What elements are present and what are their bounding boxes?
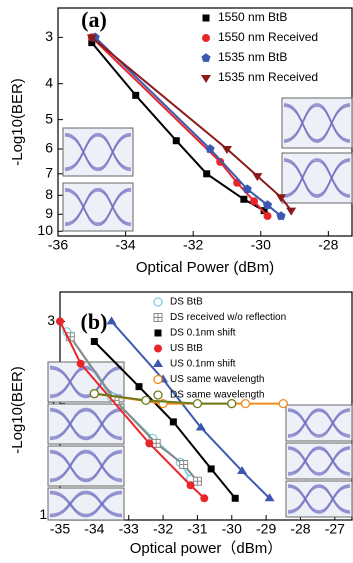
- marker: [170, 418, 177, 425]
- marker: [155, 330, 162, 337]
- marker: [201, 53, 210, 62]
- marker: [180, 461, 188, 469]
- y-tick-label: 10: [37, 222, 53, 238]
- x-axis-label: Optical power（dBm）: [130, 540, 283, 557]
- legend-label: DS 0.1nm shift: [170, 328, 236, 339]
- y-tick-label: 7: [45, 165, 53, 181]
- marker: [202, 34, 210, 42]
- marker: [91, 338, 98, 345]
- x-tick-label: -29: [256, 521, 276, 537]
- marker: [154, 345, 162, 353]
- x-tick-label: -35: [50, 521, 70, 537]
- marker: [132, 92, 139, 99]
- legend-label: US BtB: [170, 343, 203, 354]
- marker: [142, 396, 150, 404]
- marker: [203, 170, 210, 177]
- marker: [264, 212, 272, 220]
- marker: [154, 314, 162, 322]
- x-tick-label: -32: [153, 521, 173, 537]
- legend-label: DS received w/o reflection: [170, 312, 286, 323]
- legend-label: DS same wavelength: [170, 390, 265, 401]
- marker: [145, 439, 153, 447]
- x-tick-label: -33: [119, 521, 139, 537]
- y-tick-label: 6: [45, 140, 53, 156]
- marker: [240, 196, 247, 203]
- marker: [107, 316, 117, 324]
- marker: [154, 376, 162, 384]
- marker: [201, 75, 211, 83]
- legend-label: DS BtB: [170, 297, 203, 308]
- x-tick-label: -34: [115, 237, 135, 253]
- legend-label: US 0.1nm shift: [170, 359, 236, 370]
- marker: [200, 494, 208, 502]
- marker: [286, 208, 296, 216]
- legend-label: 1535 nm BtB: [218, 50, 287, 64]
- marker: [187, 481, 195, 489]
- x-tick-label: -30: [251, 237, 271, 253]
- marker: [136, 383, 143, 390]
- marker: [228, 400, 236, 408]
- legend-label: US same wavelength: [170, 374, 265, 385]
- marker: [250, 197, 258, 205]
- legend-label: 1550 nm Received: [218, 30, 318, 44]
- marker: [193, 477, 201, 485]
- x-tick-label: -31: [187, 521, 207, 537]
- marker: [208, 465, 215, 472]
- y-tick-label: 3: [45, 28, 53, 44]
- y-tick-label: 4: [45, 74, 53, 90]
- marker: [203, 15, 210, 22]
- x-tick-label: -27: [325, 521, 345, 537]
- x-tick-label: -28: [318, 237, 338, 253]
- y-tick-label: 9: [45, 205, 53, 221]
- x-tick-label: -30: [222, 521, 242, 537]
- y-tick-label: 3: [47, 312, 55, 328]
- marker: [242, 400, 250, 408]
- legend-label: 1550 nm BtB: [218, 10, 287, 24]
- marker: [153, 359, 163, 367]
- marker: [279, 400, 287, 408]
- marker: [232, 495, 239, 502]
- panel-label: (b): [81, 309, 108, 334]
- marker: [193, 400, 201, 408]
- marker: [154, 391, 162, 399]
- y-axis-label: -Log10(BER): [9, 366, 26, 454]
- marker: [154, 298, 162, 306]
- marker: [173, 137, 180, 144]
- marker: [77, 360, 85, 368]
- x-axis-label: Optical Power (dBm): [136, 259, 274, 276]
- legend-label: 1535 nm Received: [218, 70, 318, 84]
- figure: -36 -34 -32 -30 -28 3 4 5 6 7 8 910 1550 nm BtB 1550 …: [0, 0, 353, 563]
- x-tick-label: -28: [290, 521, 310, 537]
- y-tick-label: 5: [45, 110, 53, 126]
- x-tick-label: -32: [183, 237, 203, 253]
- x-tick-label: -34: [84, 521, 104, 537]
- y-tick-label: 8: [45, 186, 53, 202]
- marker: [90, 390, 98, 398]
- panel-label: (a): [81, 7, 107, 32]
- marker: [56, 317, 64, 325]
- x-tick-label: -36: [48, 237, 68, 253]
- y-axis-label: -Log10(BER): [9, 78, 26, 166]
